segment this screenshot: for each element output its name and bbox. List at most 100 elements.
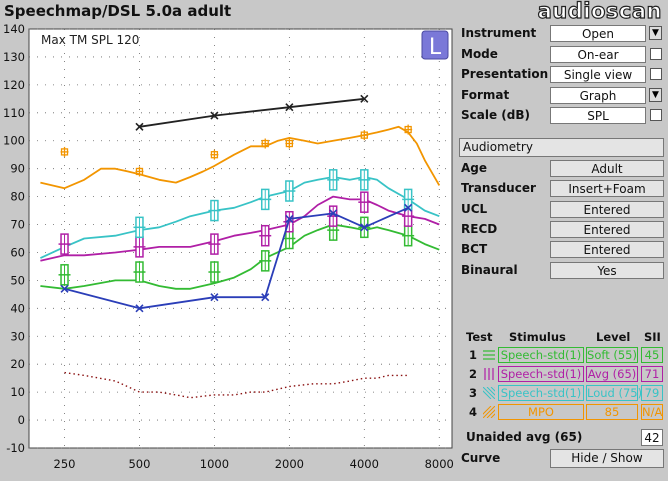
y-tick-label: 70 — [10, 218, 25, 232]
audiometry-label-4: BCT — [461, 242, 488, 257]
plot-area — [28, 28, 453, 449]
setting-value-1[interactable]: On-ear — [550, 45, 646, 63]
level-cell[interactable]: 85 — [586, 404, 638, 420]
x-marker — [360, 94, 369, 103]
test-number: 3 — [469, 386, 478, 400]
speechmap-chart: -10 0 10 20 30 40 50 60 70 80 90 100 110 120 130 140 250… — [3, 24, 454, 471]
x-tick-label: 250 — [54, 457, 76, 471]
x-tick-label: 500 — [128, 457, 150, 471]
series-line — [64, 371, 409, 399]
x-tick-label: 4000 — [350, 457, 379, 471]
pattern-swatch-icon — [483, 406, 495, 418]
level-column-header: Level — [596, 330, 631, 344]
ear-badge[interactable] — [421, 30, 449, 60]
audiometry-value-4[interactable]: Entered — [550, 241, 664, 259]
y-tick-label: 0 — [18, 413, 25, 427]
setting-label-0: Instrument — [461, 26, 537, 40]
x-tick-label: 8000 — [425, 457, 454, 471]
y-tick-label: 20 — [10, 357, 25, 371]
pattern-swatch-icon — [484, 368, 494, 380]
sii-cell[interactable]: 79 — [641, 385, 663, 401]
stimulus-column-header: Stimulus — [509, 330, 566, 344]
y-tick-label: 40 — [10, 301, 25, 315]
test-number: 4 — [469, 405, 478, 419]
y-tick-label: 60 — [10, 245, 25, 259]
x-marker — [135, 122, 144, 131]
unaided-sii-value: 42 — [641, 429, 663, 446]
y-tick-label: 100 — [3, 134, 25, 148]
checkbox[interactable] — [650, 109, 662, 121]
audiometry-label-1: Transducer — [461, 181, 536, 196]
level-cell[interactable]: Avg (65) — [586, 366, 638, 382]
y-tick-label: 50 — [10, 273, 25, 287]
stimulus-cell[interactable]: Speech-std(1) — [498, 385, 584, 401]
x-marker — [285, 214, 294, 224]
audiometry-value-2[interactable]: Entered — [550, 200, 664, 218]
y-tick-label: 30 — [10, 329, 25, 343]
setting-value-2[interactable]: Single view — [550, 66, 646, 83]
y-tick-label: 130 — [3, 50, 25, 64]
series-line — [64, 206, 409, 310]
y-tick-label: 120 — [3, 78, 25, 92]
pattern-swatch-icon — [483, 350, 495, 360]
setting-label-3: Format — [461, 87, 510, 102]
y-tick-label: -10 — [6, 441, 25, 455]
sii-cell[interactable]: 45 — [641, 347, 663, 363]
x-marker — [404, 203, 413, 212]
audiometry-value-1[interactable]: Insert+Foam — [550, 180, 664, 198]
pattern-swatch-icon — [483, 387, 495, 399]
audiometry-button[interactable]: Audiometry — [459, 138, 664, 157]
x-marker — [360, 223, 369, 232]
y-tick-label: 110 — [3, 106, 25, 120]
test-number: 2 — [469, 367, 478, 381]
x-marker — [210, 293, 219, 302]
checkbox[interactable] — [650, 68, 662, 80]
level-cell[interactable]: Soft (55) — [586, 347, 638, 363]
audiometry-label-5: Binaural — [461, 262, 518, 277]
setting-label-4: Scale (dB) — [461, 108, 530, 122]
x-marker — [60, 284, 69, 293]
setting-label-2: Presentation — [461, 67, 549, 81]
setting-value-4[interactable]: SPL — [550, 107, 646, 124]
audiometry-value-5[interactable]: Yes — [550, 261, 664, 279]
audiometry-label-0: Age — [461, 161, 488, 175]
test-column-header: Test — [466, 330, 493, 344]
x-marker — [210, 111, 219, 120]
audiometry-value-3[interactable]: Entered — [550, 220, 664, 238]
audiometry-label-3: RECD — [461, 221, 498, 236]
y-tick-label: 90 — [10, 162, 25, 176]
dropdown-arrow-icon[interactable]: ▼ — [649, 26, 662, 40]
ear-badge-letter: L — [429, 35, 442, 60]
dropdown-arrow-icon[interactable]: ▼ — [649, 87, 662, 102]
stimulus-cell[interactable]: Speech-std(1) — [498, 347, 584, 363]
test-number: 1 — [469, 348, 478, 362]
y-tick-label: 80 — [10, 190, 25, 204]
series-line — [139, 97, 365, 128]
setting-value-0[interactable]: Open — [550, 25, 646, 42]
setting-value-3[interactable]: Graph — [550, 86, 646, 104]
stimulus-cell[interactable]: MPO — [498, 404, 584, 420]
audiometry-value-0[interactable]: Adult — [550, 160, 664, 177]
x-marker — [285, 103, 294, 112]
audiometry-label-2: UCL — [461, 201, 488, 216]
sii-cell[interactable]: N/A — [641, 404, 663, 420]
sii-column-header: SII — [644, 330, 661, 344]
unaided-avg-label: Unaided avg (65) — [466, 430, 583, 444]
title-bar: Speechmap/DSL 5.0a adult audioscan — [0, 0, 668, 24]
level-cell[interactable]: Loud (75) — [586, 385, 643, 401]
x-tick-label: 1000 — [200, 457, 229, 471]
y-tick-label: 10 — [10, 385, 25, 399]
sii-cell[interactable]: 71 — [641, 366, 663, 382]
stimulus-cell[interactable]: Speech-std(1) — [498, 366, 584, 382]
audioscan-logo: audioscan — [537, 0, 662, 24]
hide-show-button[interactable]: Hide / Show — [550, 449, 664, 468]
x-tick-label: 2000 — [275, 457, 304, 471]
x-marker — [329, 209, 338, 218]
y-tick-label: 140 — [3, 24, 25, 36]
x-marker — [261, 293, 270, 302]
window-title: Speechmap/DSL 5.0a adult — [4, 2, 232, 20]
x-marker — [135, 304, 144, 313]
checkbox[interactable] — [650, 47, 662, 60]
setting-label-1: Mode — [461, 46, 498, 61]
max-tm-spl-label: Max TM SPL 120 — [41, 33, 139, 47]
